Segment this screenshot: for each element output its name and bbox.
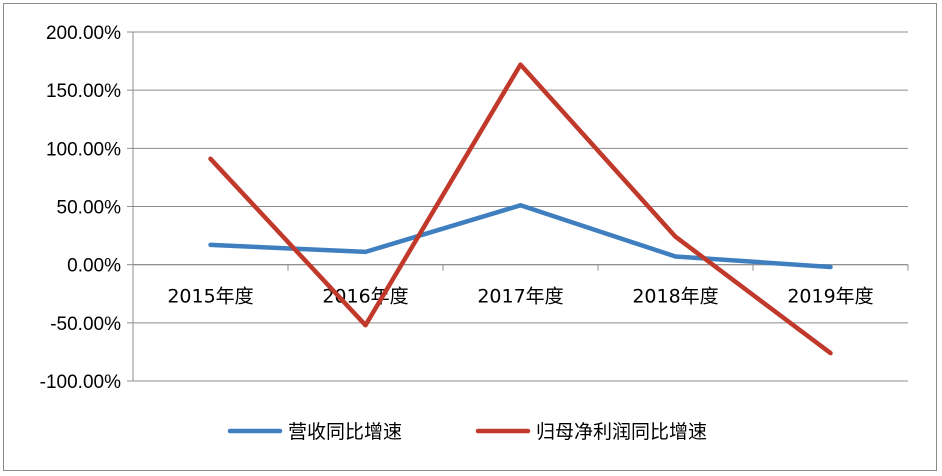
x-tick-label: 2019年度 bbox=[787, 286, 873, 308]
x-tick-label: 2018年度 bbox=[632, 286, 718, 308]
legend-label: 归母净利润同比增速 bbox=[536, 421, 707, 443]
y-tick-label: 200.00% bbox=[46, 23, 121, 44]
legend-label: 营收同比增速 bbox=[288, 421, 402, 443]
series-line-2 bbox=[208, 62, 833, 356]
chart-frame bbox=[3, 3, 937, 471]
y-tick-label: 0.00% bbox=[67, 256, 121, 277]
y-tick-label: -50.00% bbox=[50, 314, 121, 335]
series-lines bbox=[208, 62, 833, 356]
legend: 营收同比增速 归母净利润同比增速 bbox=[227, 421, 707, 443]
y-tick-label: 50.00% bbox=[57, 198, 122, 219]
x-tick-label: 2016年度 bbox=[322, 286, 408, 308]
y-tick-labels: 200.00% 150.00% 100.00% 50.00% 0.00% -50.00% -… bbox=[40, 23, 121, 393]
y-tick-label: 150.00% bbox=[46, 81, 121, 102]
x-tick-label: 2015年度 bbox=[167, 286, 253, 308]
x-tick-label: 2017年度 bbox=[477, 286, 563, 308]
y-tick-label: -100.00% bbox=[40, 372, 121, 393]
y-tick-label: 100.00% bbox=[46, 139, 121, 160]
